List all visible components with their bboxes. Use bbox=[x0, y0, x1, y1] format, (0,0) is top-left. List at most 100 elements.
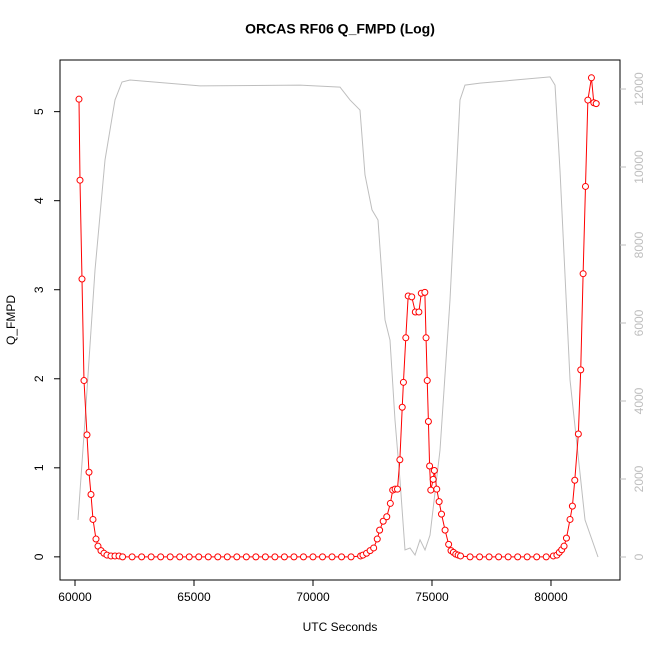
x-tick-label: 80000 bbox=[534, 590, 568, 604]
data-point bbox=[204, 553, 212, 561]
data-point bbox=[421, 288, 429, 296]
data-point bbox=[571, 476, 579, 484]
data-point bbox=[89, 515, 97, 523]
data-point bbox=[290, 553, 298, 561]
data-point bbox=[319, 553, 327, 561]
data-point bbox=[514, 553, 522, 561]
y-tick-label: 3 bbox=[32, 286, 46, 293]
series-line bbox=[78, 77, 597, 558]
data-point bbox=[138, 553, 146, 561]
y2-tick-label: 12000 bbox=[632, 72, 646, 106]
data-point bbox=[424, 418, 432, 426]
x-tick-label: 75000 bbox=[415, 590, 449, 604]
data-point bbox=[78, 275, 86, 283]
data-point bbox=[83, 431, 91, 439]
data-point bbox=[309, 553, 317, 561]
data-point bbox=[430, 466, 438, 474]
data-point bbox=[523, 553, 531, 561]
y2-tick-label: 6000 bbox=[632, 309, 646, 336]
data-point bbox=[85, 468, 93, 476]
data-point bbox=[75, 95, 83, 103]
data-point bbox=[466, 553, 474, 561]
series-line bbox=[77, 76, 599, 558]
data-point bbox=[223, 553, 231, 561]
data-point bbox=[581, 182, 589, 190]
data-point bbox=[376, 526, 384, 534]
data-point bbox=[128, 553, 136, 561]
data-point bbox=[542, 553, 550, 561]
data-point bbox=[195, 553, 203, 561]
data-point bbox=[408, 293, 416, 301]
data-point bbox=[396, 456, 404, 464]
data-point bbox=[92, 535, 100, 543]
data-point bbox=[577, 366, 585, 374]
data-point bbox=[119, 553, 127, 561]
data-point bbox=[373, 535, 381, 543]
data-point bbox=[426, 462, 434, 470]
y2-tick-label: 8000 bbox=[632, 231, 646, 258]
data-point bbox=[587, 74, 595, 82]
data-point bbox=[370, 544, 378, 552]
data-point bbox=[252, 553, 260, 561]
data-point bbox=[271, 553, 279, 561]
data-point bbox=[80, 377, 88, 385]
y2-tick-label: 10000 bbox=[632, 150, 646, 184]
data-point bbox=[399, 378, 407, 386]
y-tick-label: 5 bbox=[32, 108, 46, 115]
x-axis-label: UTC Seconds bbox=[303, 620, 378, 634]
data-point bbox=[383, 513, 391, 521]
y2-tick-label: 4000 bbox=[632, 387, 646, 414]
data-point bbox=[568, 502, 576, 510]
data-point bbox=[185, 553, 193, 561]
data-point bbox=[574, 430, 582, 438]
data-point bbox=[280, 553, 288, 561]
y-tick-label: 4 bbox=[32, 197, 46, 204]
data-point bbox=[76, 176, 84, 184]
data-point bbox=[393, 485, 401, 493]
data-point bbox=[433, 485, 441, 493]
data-point bbox=[504, 553, 512, 561]
data-point bbox=[435, 498, 443, 506]
data-point bbox=[427, 486, 435, 494]
data-point bbox=[429, 475, 437, 483]
data-point bbox=[338, 553, 346, 561]
x-tick-label: 60000 bbox=[58, 590, 92, 604]
y-tick-label: 1 bbox=[32, 464, 46, 471]
data-point bbox=[441, 526, 449, 534]
plot-frame bbox=[59, 59, 621, 581]
y-tick-label: 2 bbox=[32, 375, 46, 382]
data-point bbox=[423, 377, 431, 385]
data-point bbox=[214, 553, 222, 561]
data-point bbox=[584, 96, 592, 104]
data-point bbox=[379, 517, 387, 525]
chart-title: ORCAS RF06 Q_FMPD (Log) bbox=[245, 21, 435, 37]
x-tick-label: 65000 bbox=[177, 590, 211, 604]
data-point bbox=[176, 553, 184, 561]
data-point bbox=[157, 553, 165, 561]
data-point bbox=[328, 553, 336, 561]
data-point bbox=[476, 553, 484, 561]
data-point bbox=[438, 510, 446, 518]
data-point bbox=[261, 553, 269, 561]
data-point bbox=[445, 540, 453, 548]
data-point bbox=[592, 100, 600, 108]
data-point bbox=[485, 553, 493, 561]
data-point bbox=[422, 334, 430, 342]
data-point bbox=[495, 553, 503, 561]
data-point bbox=[402, 334, 410, 342]
data-point bbox=[299, 553, 307, 561]
y-tick-label: 0 bbox=[32, 553, 46, 560]
data-point bbox=[233, 553, 241, 561]
data-point bbox=[579, 270, 587, 278]
y2-tick-label: 2000 bbox=[632, 465, 646, 492]
data-point bbox=[566, 515, 574, 523]
data-point bbox=[87, 491, 95, 499]
y-axis-label: Q_FMPD bbox=[4, 295, 18, 345]
data-point bbox=[562, 534, 570, 542]
data-point bbox=[242, 553, 250, 561]
data-point bbox=[166, 553, 174, 561]
data-point bbox=[347, 553, 355, 561]
x-tick-label: 70000 bbox=[296, 590, 330, 604]
